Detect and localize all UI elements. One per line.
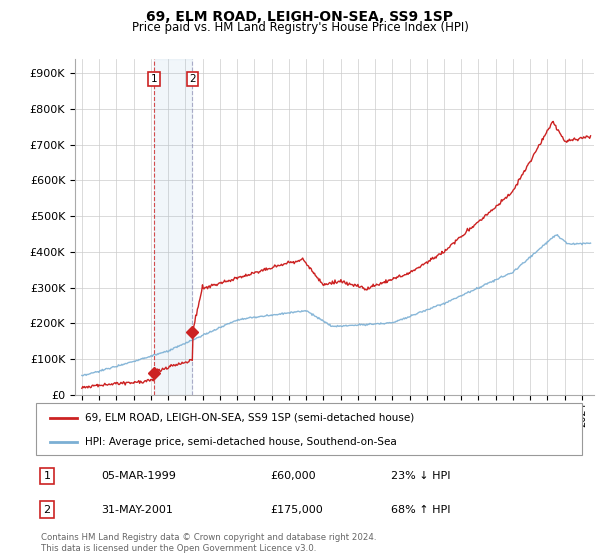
Text: 2: 2 (43, 505, 50, 515)
Text: Contains HM Land Registry data © Crown copyright and database right 2024.
This d: Contains HM Land Registry data © Crown c… (41, 533, 376, 553)
Text: £175,000: £175,000 (271, 505, 323, 515)
Text: 1: 1 (151, 74, 157, 84)
Text: 68% ↑ HPI: 68% ↑ HPI (391, 505, 451, 515)
Text: £60,000: £60,000 (271, 471, 316, 481)
Text: 23% ↓ HPI: 23% ↓ HPI (391, 471, 451, 481)
Text: 69, ELM ROAD, LEIGH-ON-SEA, SS9 1SP (semi-detached house): 69, ELM ROAD, LEIGH-ON-SEA, SS9 1SP (sem… (85, 413, 415, 423)
Bar (154, 59, 193, 395)
FancyBboxPatch shape (36, 403, 582, 455)
Text: 05-MAR-1999: 05-MAR-1999 (101, 471, 176, 481)
Text: 2: 2 (189, 74, 196, 84)
Text: HPI: Average price, semi-detached house, Southend-on-Sea: HPI: Average price, semi-detached house,… (85, 437, 397, 447)
Text: 31-MAY-2001: 31-MAY-2001 (101, 505, 173, 515)
Text: Price paid vs. HM Land Registry's House Price Index (HPI): Price paid vs. HM Land Registry's House … (131, 21, 469, 34)
Text: 69, ELM ROAD, LEIGH-ON-SEA, SS9 1SP: 69, ELM ROAD, LEIGH-ON-SEA, SS9 1SP (146, 10, 454, 24)
Text: 1: 1 (43, 471, 50, 481)
